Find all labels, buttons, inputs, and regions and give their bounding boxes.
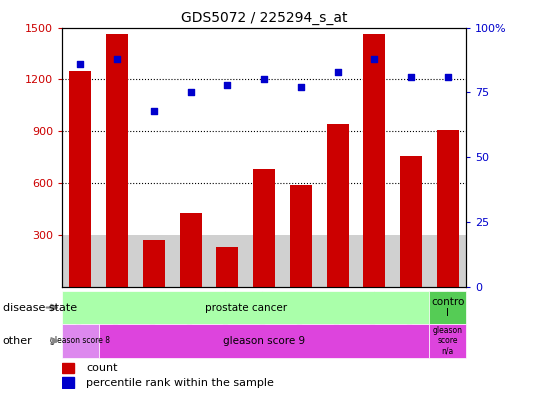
Bar <box>99 324 430 358</box>
Bar <box>400 156 422 287</box>
Bar <box>62 362 74 373</box>
Bar <box>437 130 459 287</box>
Point <box>223 81 232 88</box>
Point <box>113 55 121 62</box>
Text: contro
l: contro l <box>431 297 465 318</box>
Bar <box>253 169 275 287</box>
Bar <box>62 235 466 287</box>
Point <box>260 76 268 83</box>
Bar <box>216 247 238 287</box>
Bar <box>430 324 466 358</box>
Point <box>76 61 85 67</box>
Bar <box>430 291 466 324</box>
Text: percentile rank within the sample: percentile rank within the sample <box>86 378 274 387</box>
Point <box>186 89 195 95</box>
Text: gleason
score
n/a: gleason score n/a <box>433 326 463 356</box>
Text: other: other <box>3 336 32 346</box>
Point <box>407 73 416 80</box>
Text: count: count <box>86 363 118 373</box>
Point <box>333 68 342 75</box>
Text: gleason score 8: gleason score 8 <box>50 336 110 345</box>
Bar <box>290 185 312 287</box>
Point <box>444 73 452 80</box>
Bar <box>327 124 349 287</box>
Point <box>296 84 305 90</box>
Bar <box>62 377 74 387</box>
Bar <box>62 324 99 358</box>
Bar <box>106 35 128 287</box>
Text: disease state: disease state <box>3 303 77 312</box>
Text: prostate cancer: prostate cancer <box>205 303 287 312</box>
Title: GDS5072 / 225294_s_at: GDS5072 / 225294_s_at <box>181 11 347 25</box>
Bar <box>363 35 385 287</box>
Point <box>370 55 379 62</box>
Text: gleason score 9: gleason score 9 <box>223 336 305 346</box>
Bar <box>70 71 92 287</box>
Point <box>149 107 158 114</box>
Bar <box>179 213 202 287</box>
Bar <box>143 240 165 287</box>
